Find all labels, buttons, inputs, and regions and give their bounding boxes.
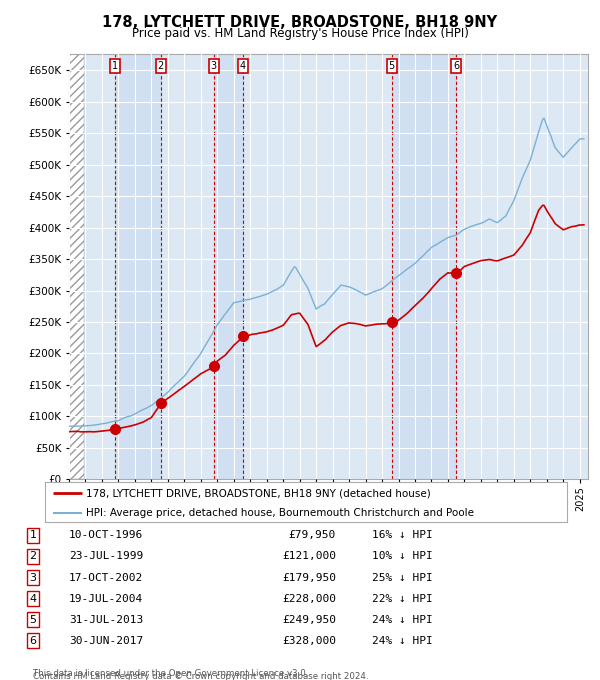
Text: 16% ↓ HPI: 16% ↓ HPI <box>372 530 433 541</box>
Text: 178, LYTCHETT DRIVE, BROADSTONE, BH18 9NY: 178, LYTCHETT DRIVE, BROADSTONE, BH18 9N… <box>103 15 497 30</box>
Text: 6: 6 <box>29 636 37 646</box>
Text: 1: 1 <box>112 61 118 71</box>
Text: £121,000: £121,000 <box>282 551 336 562</box>
Text: £249,950: £249,950 <box>282 615 336 625</box>
Text: 2: 2 <box>29 551 37 562</box>
Bar <box>115 54 161 479</box>
Text: 19-JUL-2004: 19-JUL-2004 <box>69 594 143 604</box>
Text: 5: 5 <box>29 615 37 625</box>
Text: 22% ↓ HPI: 22% ↓ HPI <box>372 594 433 604</box>
Text: Contains HM Land Registry data © Crown copyright and database right 2024.: Contains HM Land Registry data © Crown c… <box>33 672 368 680</box>
Text: 178, LYTCHETT DRIVE, BROADSTONE, BH18 9NY (detached house): 178, LYTCHETT DRIVE, BROADSTONE, BH18 9N… <box>86 488 430 498</box>
Text: £179,950: £179,950 <box>282 573 336 583</box>
Text: 10-OCT-1996: 10-OCT-1996 <box>69 530 143 541</box>
Bar <box>214 54 243 479</box>
Text: HPI: Average price, detached house, Bournemouth Christchurch and Poole: HPI: Average price, detached house, Bour… <box>86 508 474 518</box>
Text: 10% ↓ HPI: 10% ↓ HPI <box>372 551 433 562</box>
Text: 31-JUL-2013: 31-JUL-2013 <box>69 615 143 625</box>
Text: 1: 1 <box>29 530 37 541</box>
Bar <box>392 54 456 479</box>
Text: Price paid vs. HM Land Registry's House Price Index (HPI): Price paid vs. HM Land Registry's House … <box>131 27 469 40</box>
Text: 24% ↓ HPI: 24% ↓ HPI <box>372 615 433 625</box>
Text: 17-OCT-2002: 17-OCT-2002 <box>69 573 143 583</box>
Text: 4: 4 <box>29 594 37 604</box>
Text: £328,000: £328,000 <box>282 636 336 646</box>
Text: 5: 5 <box>388 61 395 71</box>
Text: 3: 3 <box>211 61 217 71</box>
Text: 24% ↓ HPI: 24% ↓ HPI <box>372 636 433 646</box>
Text: 4: 4 <box>240 61 246 71</box>
Text: £228,000: £228,000 <box>282 594 336 604</box>
Text: 30-JUN-2017: 30-JUN-2017 <box>69 636 143 646</box>
Text: This data is licensed under the Open Government Licence v3.0.: This data is licensed under the Open Gov… <box>33 669 308 678</box>
Text: 3: 3 <box>29 573 37 583</box>
Text: 6: 6 <box>453 61 459 71</box>
Text: 2: 2 <box>157 61 164 71</box>
Text: £79,950: £79,950 <box>289 530 336 541</box>
Text: 25% ↓ HPI: 25% ↓ HPI <box>372 573 433 583</box>
Text: 23-JUL-1999: 23-JUL-1999 <box>69 551 143 562</box>
